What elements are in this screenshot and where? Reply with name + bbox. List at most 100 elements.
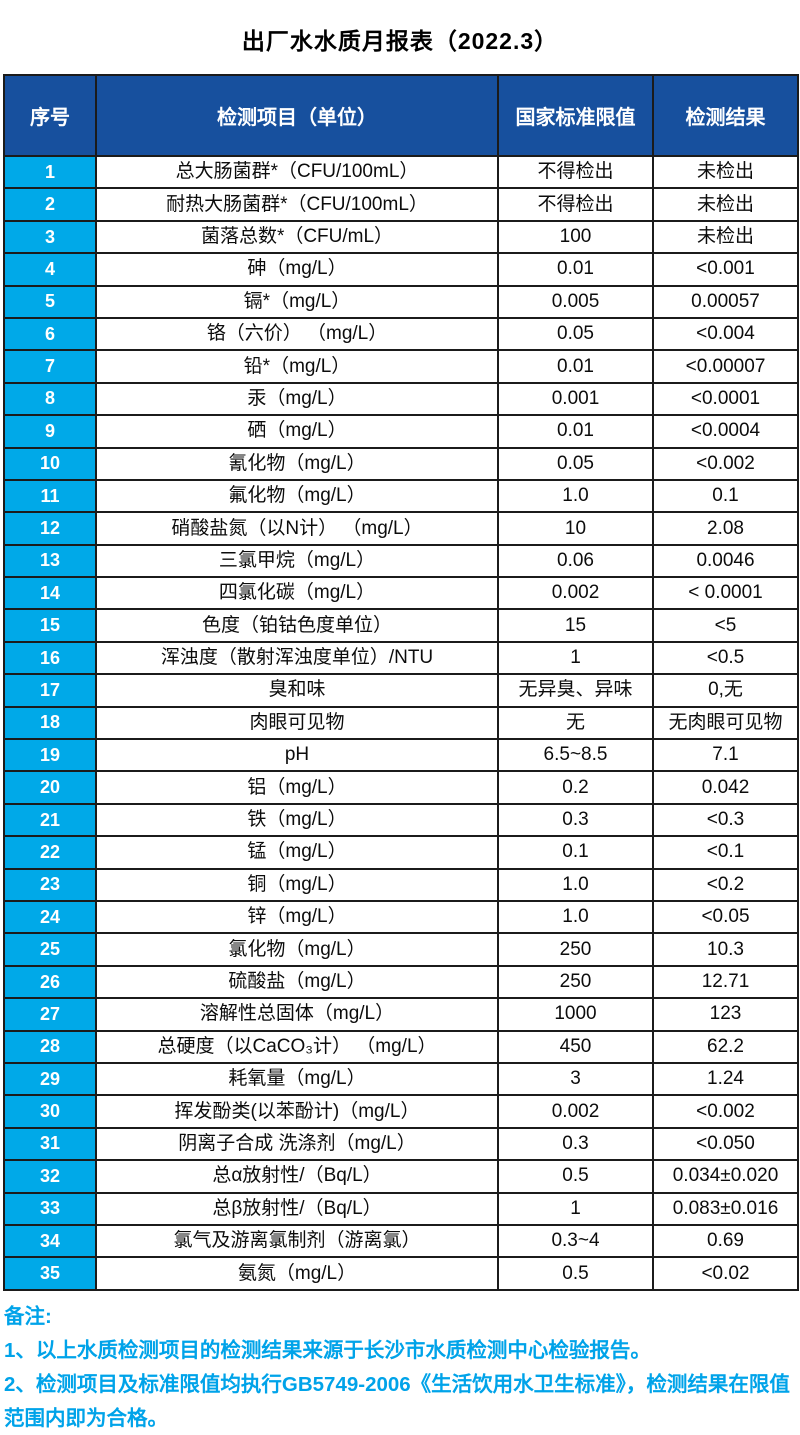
- table-row: 21 铁（mg/L） 0.3 <0.3: [3, 802, 799, 838]
- result-cell: <0.2: [652, 867, 799, 902]
- item-cell: 氨氮（mg/L）: [95, 1256, 499, 1291]
- serial-cell: 30: [3, 1094, 97, 1129]
- result-cell: <0.004: [652, 316, 799, 352]
- limit-cell: 1: [497, 640, 654, 676]
- table-row: 27 溶解性总固体（mg/L） 1000 123: [3, 997, 799, 1032]
- item-cell: 四氯化碳（mg/L）: [95, 576, 499, 611]
- result-cell: <0.05: [652, 899, 799, 935]
- item-cell: 三氯甲烷（mg/L）: [95, 543, 499, 579]
- limit-cell: 450: [497, 1029, 654, 1064]
- result-cell: <0.1: [652, 835, 799, 870]
- serial-cell: 7: [3, 349, 97, 384]
- item-cell: 硒（mg/L）: [95, 414, 499, 449]
- table-row: 12 硝酸盐氮（以N计） （mg/L） 10 2.08: [3, 511, 799, 546]
- serial-cell: 14: [3, 576, 97, 611]
- limit-cell: 0.005: [497, 284, 654, 319]
- table-row: 35 氨氮（mg/L） 0.5 <0.02: [3, 1256, 799, 1291]
- limit-cell: 1.0: [497, 899, 654, 935]
- item-cell: 铅*（mg/L）: [95, 349, 499, 384]
- result-cell: <5: [652, 608, 799, 643]
- limit-cell: 250: [497, 932, 654, 967]
- table-row: 10 氰化物（mg/L） 0.05 <0.002: [3, 446, 799, 481]
- item-cell: 肉眼可见物: [95, 705, 499, 741]
- notes-label: 备注:: [4, 1304, 52, 1328]
- limit-cell: 3: [497, 1061, 654, 1097]
- table-row: 6 铬（六价） （mg/L） 0.05 <0.004: [3, 316, 799, 352]
- item-cell: 镉*（mg/L）: [95, 284, 499, 319]
- result-cell: <0.3: [652, 802, 799, 838]
- result-cell: 0,无: [652, 673, 799, 708]
- item-cell: 溶解性总固体（mg/L）: [95, 997, 499, 1032]
- limit-cell: 15: [497, 608, 654, 643]
- table-row: 16 浑浊度（散射浑浊度单位）/NTU 1 <0.5: [3, 640, 799, 676]
- result-cell: 未检出: [652, 219, 799, 255]
- item-cell: 铬（六价） （mg/L）: [95, 316, 499, 352]
- table-row: 33 总β放射性/（Bq/L） 1 0.083±0.016: [3, 1191, 799, 1226]
- serial-cell: 15: [3, 608, 97, 643]
- item-cell: 菌落总数*（CFU/mL）: [95, 219, 499, 255]
- serial-cell: 13: [3, 543, 97, 579]
- result-cell: <0.0004: [652, 414, 799, 449]
- result-cell: 1.24: [652, 1061, 799, 1097]
- limit-cell: 0.05: [497, 446, 654, 481]
- serial-cell: 6: [3, 316, 97, 352]
- serial-cell: 17: [3, 673, 97, 708]
- table-row: 28 总硬度（以CaCO₃计） （mg/L） 450 62.2: [3, 1029, 799, 1064]
- result-cell: <0.001: [652, 252, 799, 287]
- table-row: 4 砷（mg/L） 0.01 <0.001: [3, 252, 799, 287]
- result-cell: 无肉眼可见物: [652, 705, 799, 741]
- item-cell: pH: [95, 738, 499, 773]
- serial-cell: 35: [3, 1256, 97, 1291]
- limit-cell: 0.2: [497, 770, 654, 805]
- water-quality-table: 序号 检测项目（单位） 国家标准限值 检测结果 1 总大肠菌群*（CFU/100m…: [3, 74, 799, 1291]
- result-cell: 0.083±0.016: [652, 1191, 799, 1226]
- limit-cell: 0.01: [497, 252, 654, 287]
- table-row: 13 三氯甲烷（mg/L） 0.06 0.0046: [3, 543, 799, 579]
- notes-list: 1、以上水质检测项目的检测结果来源于长沙市水质检测中心检验报告。 2、检测项目及标…: [4, 1334, 794, 1435]
- serial-cell: 34: [3, 1223, 97, 1259]
- item-cell: 硫酸盐（mg/L）: [95, 964, 499, 1000]
- item-cell: 耐热大肠菌群*（CFU/100mL）: [95, 187, 499, 222]
- item-cell: 氯化物（mg/L）: [95, 932, 499, 967]
- item-cell: 铝（mg/L）: [95, 770, 499, 805]
- limit-cell: 0.06: [497, 543, 654, 579]
- serial-cell: 12: [3, 511, 97, 546]
- table-row: 22 锰（mg/L） 0.1 <0.1: [3, 835, 799, 870]
- limit-cell: 无异臭、异味: [497, 673, 654, 708]
- result-cell: 12.71: [652, 964, 799, 1000]
- serial-cell: 1: [3, 154, 97, 190]
- table-row: 1 总大肠菌群*（CFU/100mL） 不得检出 未检出: [3, 154, 799, 190]
- limit-cell: 0.01: [497, 414, 654, 449]
- item-cell: 氟化物（mg/L）: [95, 478, 499, 514]
- table-row: 25 氯化物（mg/L） 250 10.3: [3, 932, 799, 967]
- serial-cell: 31: [3, 1126, 97, 1162]
- item-cell: 总α放射性/（Bq/L）: [95, 1159, 499, 1194]
- serial-cell: 3: [3, 219, 97, 255]
- item-cell: 汞（mg/L）: [95, 381, 499, 417]
- serial-cell: 18: [3, 705, 97, 741]
- item-cell: 锌（mg/L）: [95, 899, 499, 935]
- serial-cell: 25: [3, 932, 97, 967]
- limit-cell: 1000: [497, 997, 654, 1032]
- result-cell: 10.3: [652, 932, 799, 967]
- result-cell: <0.002: [652, 446, 799, 481]
- limit-cell: 1: [497, 1191, 654, 1226]
- notes-section: 备注: 1、以上水质检测项目的检测结果来源于长沙市水质检测中心检验报告。 2、检测…: [4, 1300, 794, 1435]
- column-header-limit: 国家标准限值: [497, 74, 654, 157]
- result-cell: 0.00057: [652, 284, 799, 319]
- table-row: 24 锌（mg/L） 1.0 <0.05: [3, 899, 799, 935]
- result-cell: 未检出: [652, 187, 799, 222]
- result-cell: <0.0001: [652, 381, 799, 417]
- limit-cell: 0.002: [497, 576, 654, 611]
- limit-cell: 1.0: [497, 478, 654, 514]
- serial-cell: 11: [3, 478, 97, 514]
- item-cell: 铁（mg/L）: [95, 802, 499, 838]
- result-cell: 未检出: [652, 154, 799, 190]
- item-cell: 砷（mg/L）: [95, 252, 499, 287]
- item-cell: 浑浊度（散射浑浊度单位）/NTU: [95, 640, 499, 676]
- limit-cell: 10: [497, 511, 654, 546]
- serial-cell: 23: [3, 867, 97, 902]
- table-row: 5 镉*（mg/L） 0.005 0.00057: [3, 284, 799, 319]
- table-header: 序号 检测项目（单位） 国家标准限值 检测结果: [3, 74, 799, 157]
- result-cell: 0.034±0.020: [652, 1159, 799, 1194]
